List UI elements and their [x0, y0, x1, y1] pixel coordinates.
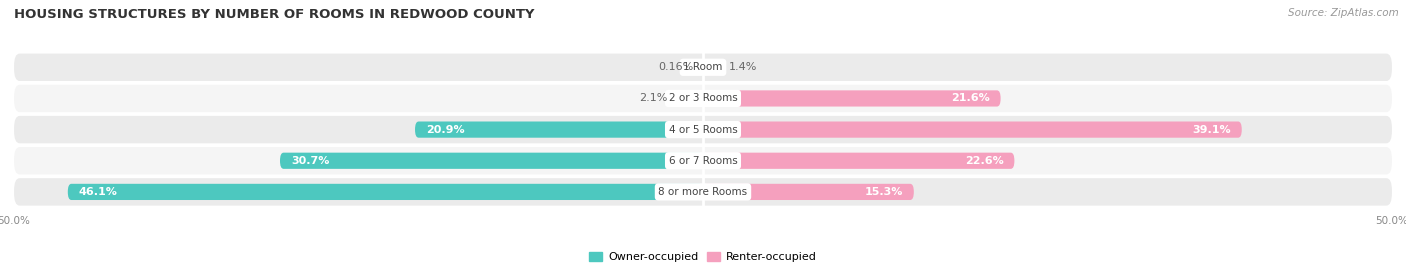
- Text: 30.7%: 30.7%: [291, 156, 329, 166]
- Legend: Owner-occupied, Renter-occupied: Owner-occupied, Renter-occupied: [585, 247, 821, 266]
- Text: 46.1%: 46.1%: [79, 187, 118, 197]
- FancyBboxPatch shape: [703, 122, 1241, 138]
- FancyBboxPatch shape: [14, 147, 1392, 174]
- Text: 21.6%: 21.6%: [950, 93, 990, 103]
- Text: 1.4%: 1.4%: [730, 62, 758, 72]
- FancyBboxPatch shape: [14, 53, 1392, 81]
- FancyBboxPatch shape: [280, 153, 703, 169]
- Text: 1 Room: 1 Room: [683, 62, 723, 72]
- FancyBboxPatch shape: [703, 153, 1014, 169]
- FancyBboxPatch shape: [415, 122, 703, 138]
- FancyBboxPatch shape: [67, 184, 703, 200]
- Text: 2.1%: 2.1%: [638, 93, 668, 103]
- FancyBboxPatch shape: [673, 90, 703, 107]
- Text: 15.3%: 15.3%: [865, 187, 903, 197]
- Text: 8 or more Rooms: 8 or more Rooms: [658, 187, 748, 197]
- Text: 6 or 7 Rooms: 6 or 7 Rooms: [669, 156, 737, 166]
- FancyBboxPatch shape: [703, 59, 723, 75]
- Text: HOUSING STRUCTURES BY NUMBER OF ROOMS IN REDWOOD COUNTY: HOUSING STRUCTURES BY NUMBER OF ROOMS IN…: [14, 8, 534, 21]
- FancyBboxPatch shape: [703, 184, 914, 200]
- FancyBboxPatch shape: [14, 85, 1392, 112]
- Text: 0.16%: 0.16%: [658, 62, 695, 72]
- FancyBboxPatch shape: [700, 59, 703, 75]
- FancyBboxPatch shape: [14, 116, 1392, 143]
- Text: Source: ZipAtlas.com: Source: ZipAtlas.com: [1288, 8, 1399, 18]
- Text: 39.1%: 39.1%: [1192, 124, 1230, 135]
- FancyBboxPatch shape: [14, 178, 1392, 206]
- Text: 4 or 5 Rooms: 4 or 5 Rooms: [669, 124, 737, 135]
- Text: 20.9%: 20.9%: [426, 124, 464, 135]
- Text: 22.6%: 22.6%: [965, 156, 1004, 166]
- FancyBboxPatch shape: [703, 90, 1001, 107]
- Text: 2 or 3 Rooms: 2 or 3 Rooms: [669, 93, 737, 103]
